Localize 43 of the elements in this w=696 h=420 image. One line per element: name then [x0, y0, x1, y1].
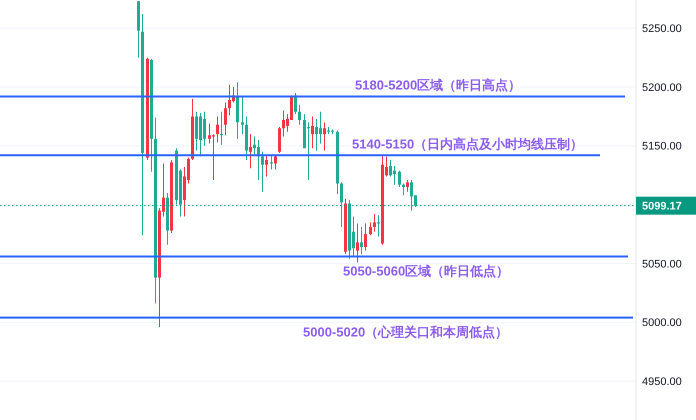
- candlestick: [208, 123, 211, 144]
- ref-line-label: 5050-5060区域（昨日低点）: [343, 263, 510, 278]
- candlestick: [203, 111, 206, 146]
- y-tick-label: 5050.00: [642, 258, 682, 270]
- candlestick: [249, 134, 252, 169]
- candlestick: [393, 165, 396, 186]
- candlestick: [311, 116, 314, 149]
- candlestick: [319, 111, 322, 144]
- candlestick: [410, 180, 413, 212]
- candlestick: [261, 151, 264, 192]
- candlestick: [364, 223, 367, 252]
- candlestick: [253, 136, 256, 155]
- ref-line-label: 5000-5020（心理关口和本周低点）: [303, 324, 508, 340]
- candlestick: [265, 154, 268, 177]
- ref-line-label: 5180-5200区域（昨日高点）: [355, 77, 522, 92]
- candlestick: [402, 183, 405, 196]
- candlestick: [315, 118, 318, 152]
- y-tick-label: 5200.00: [642, 82, 682, 94]
- candlestick: [323, 122, 326, 152]
- candlestick: [195, 111, 198, 152]
- candlestick: [216, 116, 219, 143]
- candlestick: [406, 180, 409, 192]
- candlestick: [340, 182, 343, 228]
- candlestick: [199, 112, 202, 157]
- ref-line-label: 5140-5150（日内高点及小时均线压制）: [352, 136, 584, 152]
- y-tick-label: 5250.00: [642, 23, 682, 36]
- y-tick-label: 4950.00: [642, 376, 682, 388]
- ref-line-label: 5099.17: [642, 200, 682, 213]
- y-tick-label: 5150.00: [642, 140, 682, 153]
- candlestick: [228, 84, 231, 116]
- candlestick: [373, 214, 376, 232]
- candlestick: [356, 223, 359, 263]
- candlestick: [224, 102, 227, 136]
- candlestick: [369, 222, 372, 236]
- candlestick: [274, 154, 277, 170]
- candlestick: [278, 126, 281, 154]
- candlestick: [220, 111, 223, 146]
- candlestick: [282, 110, 285, 137]
- candlestick: [298, 104, 301, 126]
- y-tick-label: 5000.00: [642, 317, 682, 330]
- candlestick: [398, 170, 401, 188]
- candlestick: [360, 226, 363, 255]
- candlestick: [389, 160, 392, 177]
